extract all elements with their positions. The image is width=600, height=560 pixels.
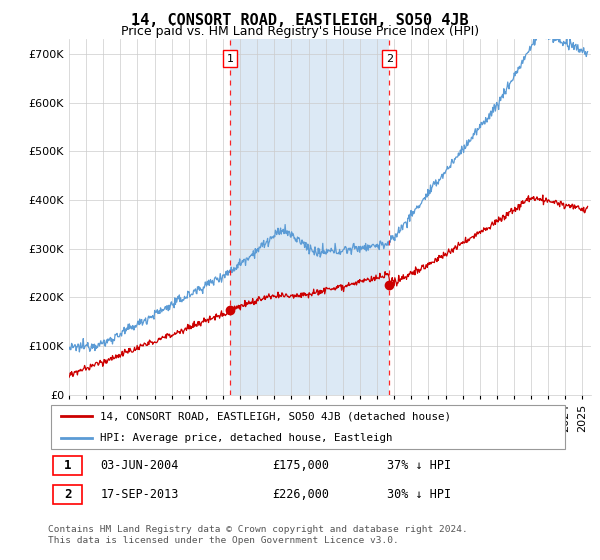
Text: Contains HM Land Registry data © Crown copyright and database right 2024.
This d: Contains HM Land Registry data © Crown c… <box>48 525 468 545</box>
Text: £175,000: £175,000 <box>272 459 329 472</box>
Text: £226,000: £226,000 <box>272 488 329 501</box>
Text: 17-SEP-2013: 17-SEP-2013 <box>100 488 179 501</box>
FancyBboxPatch shape <box>53 456 82 475</box>
FancyBboxPatch shape <box>50 405 565 449</box>
Text: 14, CONSORT ROAD, EASTLEIGH, SO50 4JB: 14, CONSORT ROAD, EASTLEIGH, SO50 4JB <box>131 13 469 28</box>
Text: 1: 1 <box>64 459 71 472</box>
Text: Price paid vs. HM Land Registry's House Price Index (HPI): Price paid vs. HM Land Registry's House … <box>121 25 479 38</box>
Text: 03-JUN-2004: 03-JUN-2004 <box>100 459 179 472</box>
FancyBboxPatch shape <box>53 485 82 504</box>
Text: 30% ↓ HPI: 30% ↓ HPI <box>388 488 451 501</box>
Text: 14, CONSORT ROAD, EASTLEIGH, SO50 4JB (detached house): 14, CONSORT ROAD, EASTLEIGH, SO50 4JB (d… <box>100 411 451 421</box>
Text: HPI: Average price, detached house, Eastleigh: HPI: Average price, detached house, East… <box>100 433 392 443</box>
Text: 2: 2 <box>64 488 71 501</box>
Text: 2: 2 <box>386 54 393 64</box>
Bar <box>230 39 389 395</box>
Text: 37% ↓ HPI: 37% ↓ HPI <box>388 459 451 472</box>
Text: 1: 1 <box>227 54 234 64</box>
